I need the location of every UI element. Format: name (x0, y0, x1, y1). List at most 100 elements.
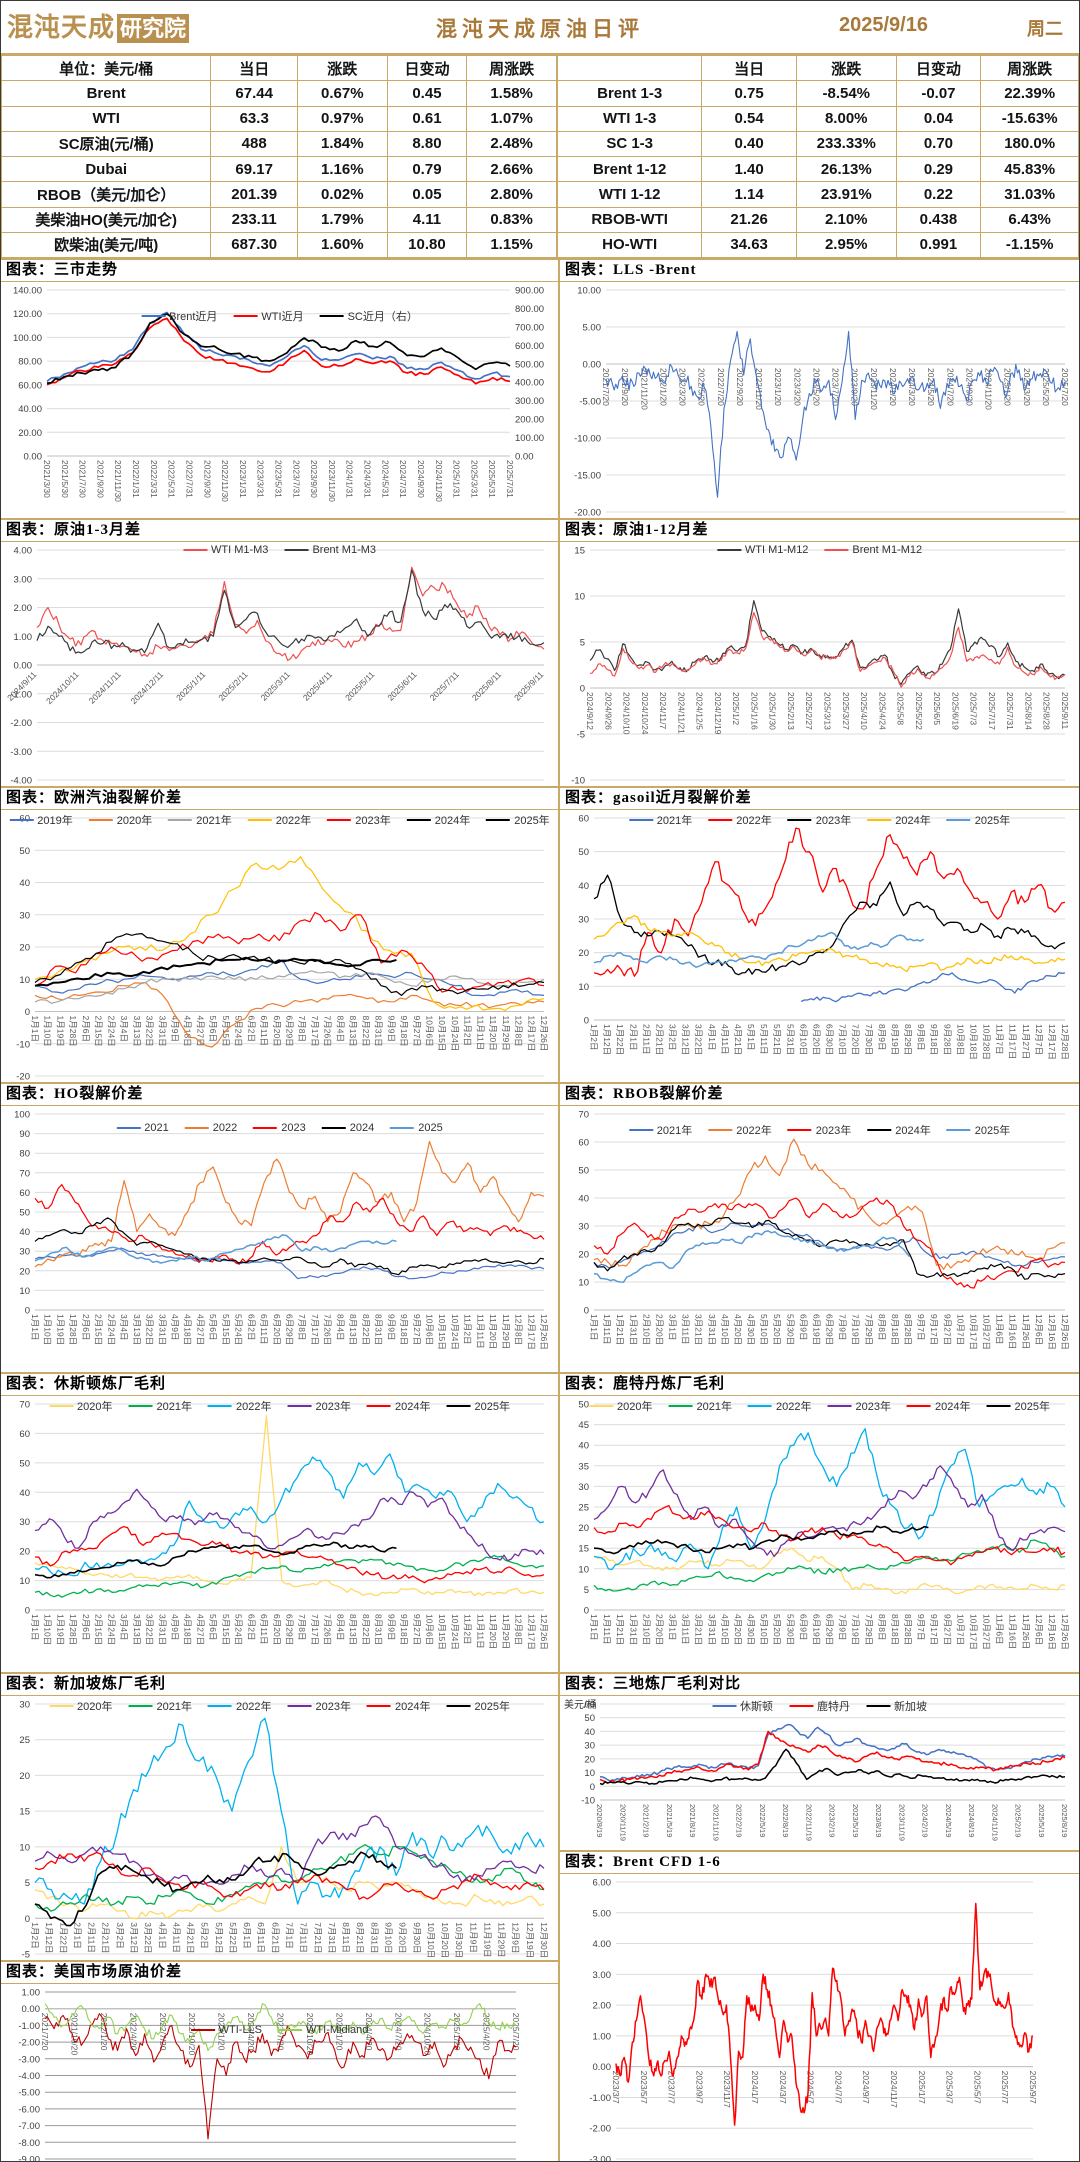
svg-text:5.00: 5.00 (593, 1908, 612, 1919)
legend-item: 鹿特丹 (789, 1698, 850, 1714)
cell-value: 0.70 (895, 130, 982, 158)
svg-text:50: 50 (578, 1400, 589, 1411)
svg-text:8月19日: 8月19日 (890, 1024, 900, 1055)
legend-label: 2024年 (895, 815, 931, 827)
svg-text:12月17日: 12月17日 (526, 1016, 536, 1052)
svg-text:1月10日: 1月10日 (43, 1614, 53, 1645)
legend-label: 2021年 (156, 1401, 193, 1413)
svg-text:11月16日: 11月16日 (1008, 1614, 1018, 1649)
svg-text:9月17日: 9月17日 (929, 1614, 939, 1645)
legend-item: 新加坡 (866, 1698, 927, 1714)
svg-text:9月28日: 9月28日 (942, 1024, 952, 1055)
svg-text:2月10日: 2月10日 (641, 1614, 651, 1645)
row-label: Dubai (1, 155, 212, 183)
svg-text:2021/7/20: 2021/7/20 (40, 2013, 50, 2051)
svg-text:8月31日: 8月31日 (374, 1614, 384, 1645)
cell-value: 22.39% (980, 80, 1079, 107)
svg-text:3.00: 3.00 (593, 1970, 612, 1981)
svg-text:9月27日: 9月27日 (412, 1614, 422, 1645)
svg-text:-10: -10 (581, 1796, 595, 1807)
svg-text:100: 100 (14, 1110, 30, 1121)
table-row: SC原油(元/桶) 488 1.84% 8.80 2.48% (1, 130, 557, 158)
legend-swatch-icon (712, 1705, 736, 1707)
svg-text:6月2日: 6月2日 (246, 1314, 256, 1340)
svg-text:8月13日: 8月13日 (348, 1314, 358, 1345)
cell-value: 8.00% (795, 105, 897, 132)
svg-text:2025/7/31: 2025/7/31 (505, 460, 515, 498)
legend-label: 2024 (349, 1122, 375, 1134)
svg-text:7月8日: 7月8日 (297, 1016, 307, 1042)
svg-text:8月11日: 8月11日 (341, 1922, 351, 1953)
svg-text:50: 50 (578, 847, 589, 858)
svg-text:8月8日: 8月8日 (877, 1314, 887, 1340)
svg-text:4月10日: 4月10日 (720, 1614, 730, 1645)
svg-text:7月10日: 7月10日 (838, 1024, 848, 1055)
chart-section-market-trend: 图表：三市走势 0.00 20.00 40.00 60.00 80.00 100.00 12… (1, 258, 558, 518)
legend-label: WTI-LLS (218, 2024, 263, 2036)
svg-text:10月6日: 10月6日 (424, 1314, 434, 1345)
legend-label: 休斯顿 (740, 1701, 773, 1713)
svg-text:2025/2/27: 2025/2/27 (804, 692, 814, 730)
svg-text:10月15日: 10月15日 (437, 1614, 447, 1650)
svg-text:0: 0 (584, 1306, 589, 1317)
svg-text:9月9日: 9月9日 (386, 1016, 396, 1042)
table-row: SC 1-3 0.40 233.33% 0.70 180.0% (556, 130, 1079, 158)
row-label: 欧柴油(美元/吨) (1, 231, 212, 259)
svg-text:3月31日: 3月31日 (157, 1016, 167, 1047)
svg-text:6月2日: 6月2日 (246, 1614, 256, 1640)
svg-text:4月18日: 4月18日 (183, 1614, 193, 1645)
chart-legend: 2020年 2021年 2022年 2023年 2024年 2025年 (589, 1398, 1050, 1414)
svg-text:3月31日: 3月31日 (157, 1314, 167, 1345)
svg-text:11月2日: 11月2日 (463, 1314, 473, 1345)
svg-text:10月10日: 10月10日 (426, 1922, 436, 1958)
legend-swatch-icon (9, 819, 34, 821)
svg-text:2025/9/7: 2025/9/7 (1028, 2071, 1038, 2104)
svg-text:2022/5/19: 2022/5/19 (758, 1804, 767, 1837)
svg-text:10: 10 (578, 1564, 589, 1575)
svg-text:2021/2/19: 2021/2/19 (642, 1804, 651, 1837)
chart-legend: WTI M1-M12 Brent M1-M12 (716, 544, 922, 556)
svg-text:2024/7/20: 2024/7/20 (945, 368, 955, 406)
svg-text:-3.00: -3.00 (18, 2054, 40, 2065)
svg-text:4月30日: 4月30日 (746, 1314, 756, 1345)
svg-text:7月8日: 7月8日 (297, 1614, 307, 1640)
svg-text:-7.00: -7.00 (18, 2121, 40, 2132)
svg-text:11月9日: 11月9日 (468, 1922, 478, 1953)
svg-text:2022/11/19: 2022/11/19 (804, 1804, 813, 1841)
legend-swatch-icon (168, 819, 193, 821)
svg-text:2023/10/20: 2023/10/20 (305, 2013, 315, 2056)
chart-canvas-svg: -10 0 10 20 30 40 50 60 2020/8/19 2020/11/19 2021/… (581, 1700, 1069, 1841)
svg-text:5月6日: 5月6日 (208, 1016, 218, 1042)
svg-text:1月10日: 1月10日 (43, 1314, 53, 1345)
svg-text:2月20日: 2月20日 (654, 1614, 664, 1645)
svg-text:2022/1/20: 2022/1/20 (99, 2013, 109, 2051)
legend-label: 2021年 (196, 815, 232, 827)
svg-text:5月21日: 5月21日 (772, 1024, 782, 1055)
svg-text:2023/9/20: 2023/9/20 (850, 368, 860, 406)
svg-text:2024/12/11: 2024/12/11 (128, 669, 165, 706)
legend-item: 2024年 (406, 812, 470, 828)
chart-section-rotterdam-margin: 图表：鹿特丹炼厂毛利 0 5 10 15 20 25 30 35 40 45 50 1月1日 1月11日… (560, 1372, 1079, 1672)
svg-text:2023/1/31: 2023/1/31 (238, 460, 248, 498)
svg-text:8月18日: 8月18日 (890, 1614, 900, 1645)
svg-text:7月21日: 7月21日 (313, 1922, 323, 1953)
svg-text:-2.00: -2.00 (589, 2124, 611, 2135)
svg-text:2025/8/11: 2025/8/11 (470, 669, 504, 703)
svg-text:2023/7/20: 2023/7/20 (831, 368, 841, 406)
legend-swatch-icon (628, 1129, 653, 1131)
legend-item: WTI M1-M3 (182, 544, 268, 556)
svg-text:1.00: 1.00 (14, 632, 33, 643)
legend-swatch-icon (116, 1127, 141, 1129)
svg-text:90: 90 (19, 1129, 30, 1140)
svg-text:1月12日: 1月12日 (602, 1024, 612, 1055)
svg-text:4月21日: 4月21日 (186, 1922, 196, 1953)
svg-text:100.00: 100.00 (13, 333, 42, 344)
svg-text:11月29日: 11月29日 (501, 1614, 511, 1649)
legend-swatch-icon (446, 1405, 471, 1407)
logo-text-right: 研究院 (117, 14, 190, 43)
svg-text:5月30日: 5月30日 (785, 1614, 795, 1645)
svg-text:12月17日: 12月17日 (526, 1314, 536, 1350)
svg-text:4月18日: 4月18日 (183, 1016, 193, 1047)
table-row: WTI 63.3 0.97% 0.61 1.07% (1, 105, 557, 132)
svg-text:10月27日: 10月27日 (982, 1314, 992, 1350)
